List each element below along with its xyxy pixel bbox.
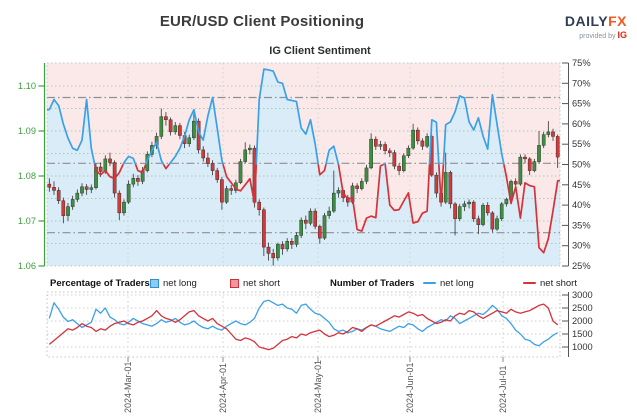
- net-short-square-icon: [230, 278, 239, 288]
- count-line-net-long: [48, 299, 559, 347]
- svg-text:65%: 65%: [572, 99, 591, 109]
- page-title: EUR/USD Client Positioning: [159, 13, 365, 30]
- dailyfx-wordmark: DAILYFX: [564, 13, 627, 29]
- provided-by-ig: provided by IG: [579, 30, 627, 41]
- svg-text:2024-Jun-01: 2024-Jun-01: [405, 362, 415, 413]
- net-short-dash-icon: [523, 281, 536, 285]
- svg-text:2500: 2500: [572, 303, 593, 313]
- legend-num-title: Number of Traders: [330, 277, 415, 289]
- svg-text:2000: 2000: [572, 316, 593, 326]
- main-gridlines: [46, 62, 561, 267]
- svg-text:45%: 45%: [572, 180, 591, 190]
- date-axis: 2024-Mar-01 2024-Apr-01 2024-May-01 2024-Ju…: [123, 357, 508, 413]
- svg-text:2024-May-01: 2024-May-01: [313, 360, 323, 413]
- count-line-net-short: [48, 303, 559, 351]
- svg-text:1500: 1500: [572, 329, 593, 339]
- price-axis: 1.10 1.09 1.08 1.07 1.06: [18, 63, 46, 271]
- svg-text:2024-Apr-01: 2024-Apr-01: [218, 363, 228, 413]
- legend-pct-title: Percentage of Traders: [50, 277, 150, 289]
- svg-text:50%: 50%: [572, 160, 591, 170]
- percent-axis: 75% 70% 65% 60% 55% 50% 45% 40% 35% 30% 25%: [562, 58, 591, 271]
- chart-subtitle: IG Client Sentiment: [269, 45, 371, 57]
- sentiment-fills: [47, 63, 560, 266]
- svg-text:40%: 40%: [572, 200, 591, 210]
- svg-text:1.07: 1.07: [18, 216, 36, 226]
- svg-text:1.10: 1.10: [18, 81, 36, 91]
- svg-text:75%: 75%: [572, 58, 591, 68]
- svg-text:30%: 30%: [572, 241, 591, 251]
- price-candles: [47, 108, 560, 266]
- legend-pct-net-short: net short: [230, 277, 280, 289]
- svg-text:60%: 60%: [572, 119, 591, 129]
- svg-text:1.09: 1.09: [18, 126, 36, 136]
- sentiment-line: [47, 68, 560, 254]
- svg-text:1.08: 1.08: [18, 171, 36, 181]
- svg-text:3000: 3000: [572, 290, 593, 300]
- net-long-dash-icon: [423, 281, 436, 285]
- svg-text:35%: 35%: [572, 220, 591, 230]
- svg-text:2024-Mar-01: 2024-Mar-01: [123, 361, 133, 413]
- dailyfx-logo: DAILYFX provided by IG: [565, 14, 627, 40]
- traders-count-panel: 3000 2500 2000 1500 1000: [46, 290, 593, 358]
- legend-num-net-short: net short: [523, 277, 577, 289]
- net-long-square-icon: [150, 278, 159, 288]
- svg-text:70%: 70%: [572, 78, 591, 88]
- legend-pct-net-long: net long: [150, 277, 197, 289]
- svg-text:25%: 25%: [572, 261, 591, 271]
- chart-legend: Percentage of Traders net long net short…: [47, 277, 577, 290]
- svg-text:2024-Jul-01: 2024-Jul-01: [498, 365, 508, 413]
- svg-text:55%: 55%: [572, 139, 591, 149]
- ig-logo: IG: [617, 30, 627, 40]
- svg-text:1000: 1000: [572, 342, 593, 352]
- svg-text:1.06: 1.06: [18, 261, 36, 271]
- legend-num-net-long: net long: [423, 277, 474, 289]
